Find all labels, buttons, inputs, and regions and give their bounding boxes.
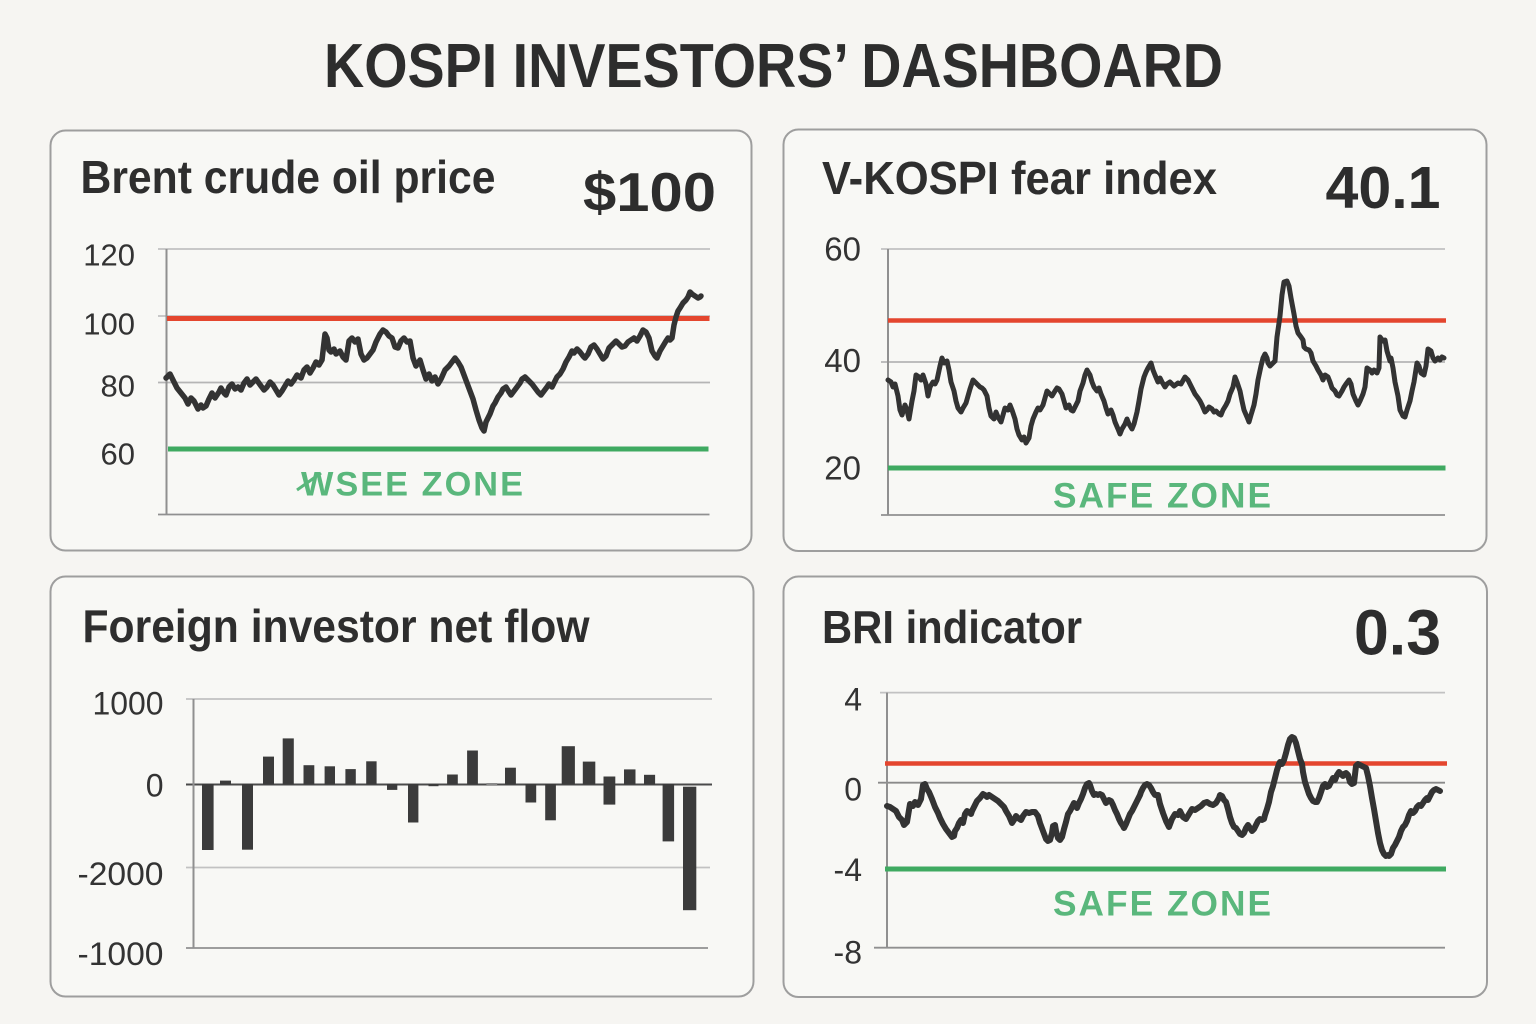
svg-text:-4: -4 xyxy=(834,852,862,888)
svg-text:WSEE ZONE: WSEE ZONE xyxy=(301,466,525,504)
svg-text:1000: 1000 xyxy=(93,686,164,722)
svg-text:0: 0 xyxy=(146,768,164,804)
svg-text:60: 60 xyxy=(101,436,135,471)
svg-text:4: 4 xyxy=(844,682,862,718)
svg-text:0: 0 xyxy=(844,772,862,808)
svg-text:-8: -8 xyxy=(834,935,862,971)
svg-text:Brent crude oil price: Brent crude oil price xyxy=(81,151,496,203)
svg-text:80: 80 xyxy=(101,368,135,403)
svg-text:-1000: -1000 xyxy=(78,936,164,972)
svg-text:BRI indicator: BRI indicator xyxy=(822,601,1082,653)
svg-text:20: 20 xyxy=(824,450,861,487)
svg-text:120: 120 xyxy=(83,237,135,272)
svg-text:-2000: -2000 xyxy=(78,856,164,892)
svg-text:V-KOSPI fear index: V-KOSPI fear index xyxy=(822,152,1217,204)
svg-text:60: 60 xyxy=(824,231,861,268)
svg-text:$100: $100 xyxy=(583,161,716,223)
svg-text:KOSPI INVESTORS’ DASHBOARD: KOSPI INVESTORS’ DASHBOARD xyxy=(324,32,1223,101)
svg-text:0.3: 0.3 xyxy=(1354,597,1441,669)
svg-text:100: 100 xyxy=(83,306,135,341)
svg-text:40: 40 xyxy=(824,342,861,379)
svg-text:SAFE ZONE: SAFE ZONE xyxy=(1053,885,1273,924)
svg-text:Foreign investor net flow: Foreign investor net flow xyxy=(83,600,590,652)
svg-text:40.1: 40.1 xyxy=(1326,155,1441,221)
svg-text:SAFE ZONE: SAFE ZONE xyxy=(1053,477,1273,516)
